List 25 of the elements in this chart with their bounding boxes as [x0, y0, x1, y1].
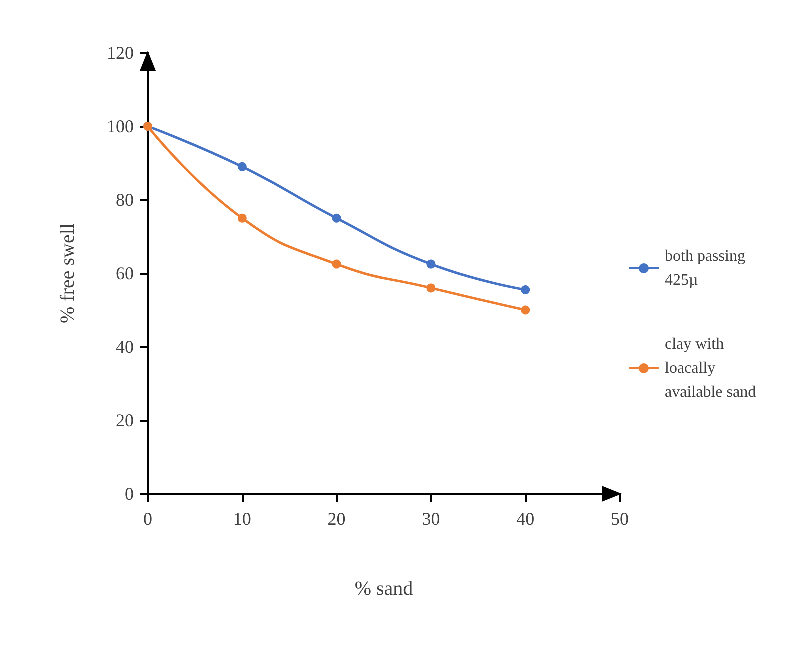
x-tick-label: 10 [233, 509, 252, 529]
y-tick-label: 40 [116, 337, 134, 357]
x-tick-label: 20 [328, 509, 346, 529]
y-tick-label: 120 [107, 43, 134, 63]
point [332, 214, 342, 223]
x-axis-title: % sand [354, 578, 414, 600]
x-tick-label: 40 [516, 509, 535, 529]
y-tick-label: 80 [116, 190, 134, 210]
point [238, 214, 247, 223]
point [426, 284, 436, 293]
x-tick-label: 30 [422, 509, 440, 529]
y-axis-title: % free swell [57, 223, 79, 324]
point [332, 260, 342, 269]
point [521, 286, 530, 295]
point [521, 306, 530, 315]
y-tick-label: 100 [107, 116, 134, 136]
legend-label: both passing 425µ [665, 248, 750, 289]
point [238, 162, 247, 172]
point [426, 260, 436, 269]
x-tick-label: 0 [144, 509, 152, 529]
x-tick-label: 50 [611, 509, 629, 529]
y-tick-label: 20 [116, 410, 134, 430]
y-tick-label: 0 [125, 484, 134, 504]
y-tick-label: 60 [116, 264, 134, 284]
legend-label: clay with loacally available sand [665, 336, 756, 401]
